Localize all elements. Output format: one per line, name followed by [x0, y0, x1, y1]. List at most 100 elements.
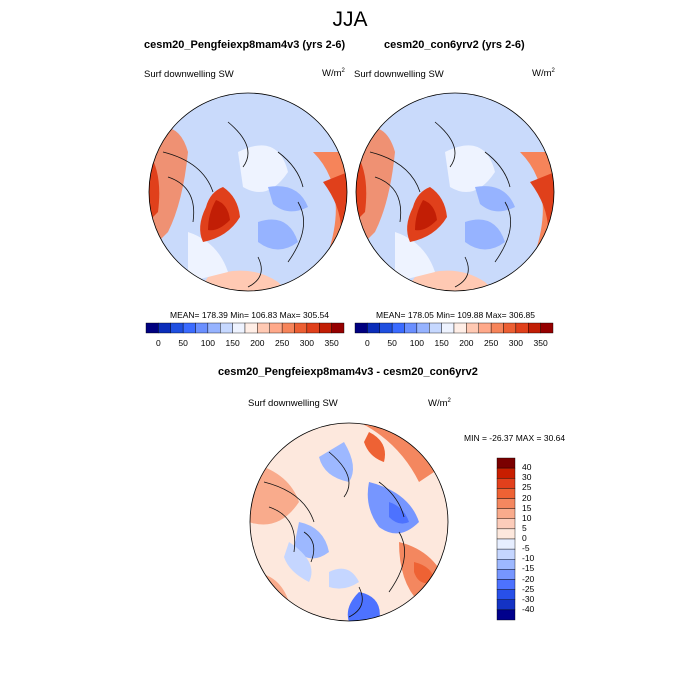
diff-map-field — [250, 423, 448, 621]
right-colorbar-swatch — [466, 322, 479, 334]
diff-colorbar-tick-label: -10 — [522, 553, 535, 564]
left-colorbar-tick-label: 0 — [156, 338, 161, 348]
left-colorbar-swatch — [182, 322, 196, 334]
diff-colorbar-tick-label: 30 — [522, 472, 532, 483]
left-panel-stats: MEAN= 178.39 Min= 106.83 Max= 305.54 — [170, 310, 330, 320]
diff-colorbar-swatch — [496, 518, 516, 530]
diff-panel-stats: MIN = -26.37 MAX = 30.64 — [464, 433, 566, 443]
right-panel-stats: MEAN= 178.05 Min= 109.88 Max= 306.85 — [376, 310, 536, 320]
diff-colorbar-tick-label: -30 — [522, 593, 535, 604]
right-colorbar-swatch — [453, 322, 467, 334]
right-panel-title: cesm20_con6yrv2 (yrs 2-6) — [384, 39, 525, 51]
diff-colorbar-tick-label: 25 — [522, 482, 532, 493]
diff-colorbar-swatch — [496, 609, 516, 621]
diff-panel-title: cesm20_Pengfeiexp8mam4v3 - cesm20_con6yr… — [218, 366, 478, 378]
right-colorbar-tick-label: 150 — [434, 338, 449, 348]
figure-title: JJA — [332, 8, 368, 31]
diff-colorbar-swatch — [496, 508, 516, 519]
right-colorbar-swatch — [528, 322, 541, 334]
left-colorbar-tick-label: 200 — [250, 338, 265, 348]
left-polar-map — [148, 92, 348, 292]
right-colorbar-swatch — [404, 322, 418, 334]
diff-panel-variable-label: Surf downwelling SW — [248, 398, 338, 409]
right-colorbar-ticks: 0 50 100 150 200 250 300 350 — [355, 338, 553, 350]
right-colorbar-swatch — [478, 322, 492, 334]
left-colorbar-swatch — [207, 322, 221, 334]
right-colorbar-tick-label: 300 — [508, 338, 523, 348]
right-colorbar-swatch — [429, 322, 442, 334]
diff-colorbar-swatch — [496, 528, 516, 540]
diff-colorbar-tick-label: -20 — [522, 573, 535, 584]
right-colorbar-swatch — [367, 322, 380, 334]
diff-colorbar-swatch — [496, 498, 516, 509]
left-panel-units: W/m2 — [322, 68, 345, 80]
diff-colorbar-swatch — [496, 589, 516, 600]
diff-colorbar-swatch — [496, 457, 516, 469]
right-colorbar-swatch — [490, 322, 504, 334]
left-colorbar-swatch — [281, 322, 295, 334]
diff-panel-units: W/m2 — [428, 398, 451, 410]
right-panel-units: W/m2 — [532, 68, 555, 80]
right-colorbar-swatch — [540, 322, 554, 334]
left-colorbar-swatch — [232, 322, 246, 334]
diff-colorbar-swatch — [496, 538, 516, 550]
left-map-field — [149, 93, 347, 291]
left-panel-variable-label: Surf downwelling SW — [144, 69, 234, 80]
right-colorbar-tick-label: 50 — [387, 338, 397, 348]
diff-colorbar-swatch — [496, 488, 516, 499]
left-colorbar-swatch — [195, 322, 209, 334]
left-colorbar-tick-label: 100 — [200, 338, 215, 348]
left-colorbar-swatch — [145, 322, 159, 334]
left-colorbar-swatch — [170, 322, 184, 334]
left-colorbar-swatch — [294, 322, 308, 334]
diff-colorbar-tick-label: -15 — [522, 563, 535, 574]
right-colorbar-swatch — [391, 322, 405, 334]
diff-colorbar-tick-label: 40 — [522, 462, 532, 473]
right-colorbar-tick-label: 100 — [409, 338, 424, 348]
left-colorbar-tick-label: 250 — [275, 338, 290, 348]
left-colorbar-tick-label: 300 — [299, 338, 314, 348]
diff-colorbar-swatch — [496, 559, 516, 570]
right-colorbar-tick-label: 350 — [533, 338, 548, 348]
left-colorbar-swatch — [220, 322, 233, 334]
diff-colorbar-tick-label: 10 — [522, 512, 532, 523]
left-colorbar-swatch — [244, 322, 258, 334]
diff-colorbar-tick-label: 15 — [522, 502, 532, 513]
left-colorbar-swatch — [331, 322, 345, 334]
diff-colorbar-swatch — [496, 579, 516, 590]
diff-colorbar-tick-label: 0 — [522, 533, 527, 543]
left-colorbar-swatch — [319, 322, 332, 334]
left-panel-title: cesm20_Pengfeiexp8mam4v3 (yrs 2-6) — [144, 39, 346, 51]
diff-colorbar-swatch — [496, 548, 516, 560]
diff-colorbar-swatch — [496, 569, 516, 580]
diff-colorbar-ticks: 40 30 25 20 15 10 5 0 -5 -10 -15 -20 -25 -30 -40 — [519, 458, 559, 620]
diff-polar-map — [249, 422, 449, 622]
diff-colorbar-tick-label: 20 — [522, 492, 532, 503]
right-polar-map — [355, 92, 555, 292]
left-colorbar-swatch — [306, 322, 320, 334]
diff-colorbar — [496, 457, 516, 621]
diff-colorbar-tick-label: -5 — [522, 543, 530, 554]
diff-colorbar-tick-label: -25 — [522, 583, 535, 594]
diff-colorbar-swatch — [496, 599, 516, 611]
left-colorbar-tick-label: 350 — [324, 338, 339, 348]
right-colorbar-tick-label: 200 — [459, 338, 474, 348]
right-colorbar-tick-label: 250 — [484, 338, 499, 348]
right-colorbar-tick-label: 0 — [365, 338, 370, 348]
right-colorbar-swatch — [379, 322, 393, 334]
left-colorbar-swatch — [269, 322, 283, 334]
left-colorbar-swatch — [257, 322, 270, 334]
right-panel-variable-label: Surf downwelling SW — [354, 69, 444, 80]
left-colorbar-tick-label: 50 — [178, 338, 188, 348]
right-colorbar-swatch — [416, 322, 430, 334]
diff-colorbar-tick-label: 5 — [522, 522, 527, 533]
right-colorbar-swatch — [515, 322, 529, 334]
left-colorbar — [145, 322, 345, 334]
diff-colorbar-swatch — [496, 478, 516, 489]
right-colorbar-swatch — [354, 322, 368, 334]
left-colorbar-swatch — [158, 322, 171, 334]
right-colorbar-swatch — [441, 322, 455, 334]
diff-colorbar-swatch — [496, 467, 516, 479]
left-colorbar-ticks: 0 50 100 150 200 250 300 350 — [146, 338, 344, 350]
right-colorbar — [354, 322, 554, 334]
